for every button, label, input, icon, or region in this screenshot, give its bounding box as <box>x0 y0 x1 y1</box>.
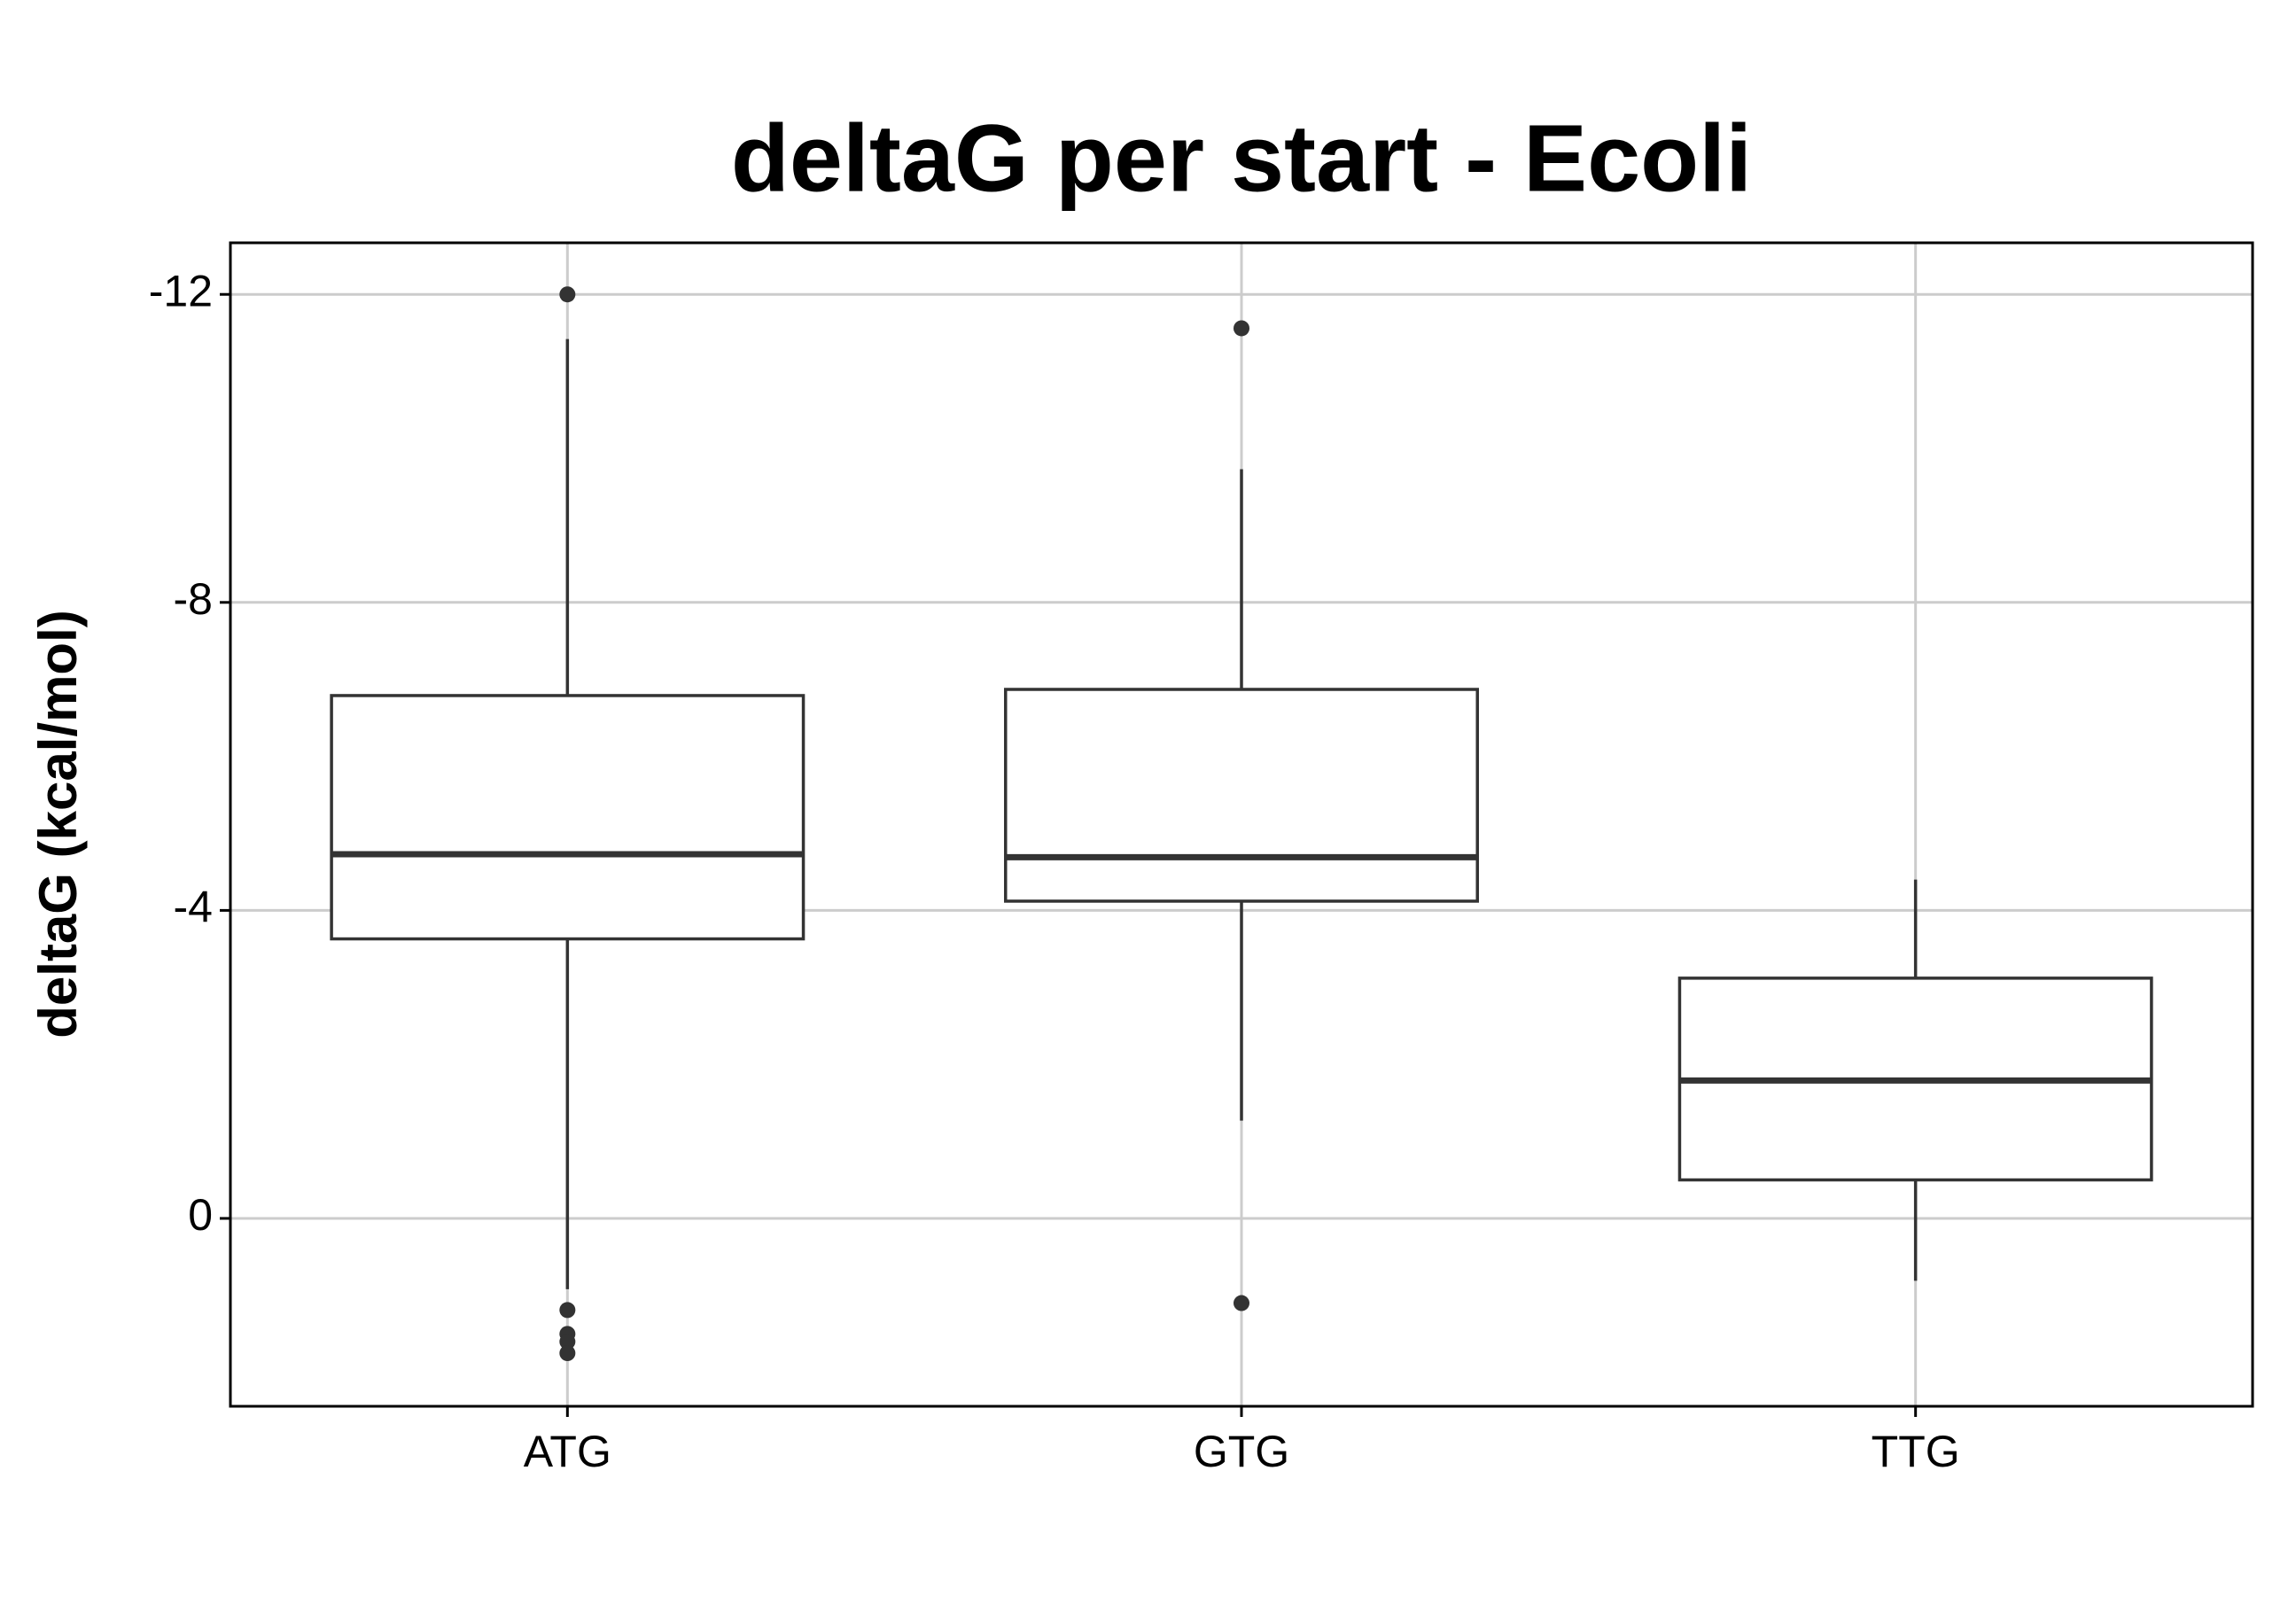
outlier <box>559 1302 576 1319</box>
chart-title: deltaG per start - Ecoli <box>731 105 1752 212</box>
outlier <box>559 1334 576 1350</box>
y-axis-label: deltaG (kcal/mol) <box>28 610 88 1038</box>
y-tick-label: -4 <box>174 883 213 932</box>
x-tick-label: GTG <box>1194 1427 1289 1476</box>
outlier <box>1234 1295 1249 1311</box>
x-tick-label: ATG <box>524 1427 611 1476</box>
x-tick-label: TTG <box>1872 1427 1960 1476</box>
y-tick-label: -8 <box>174 574 213 624</box>
box <box>1004 688 1479 903</box>
plot-border <box>229 241 2254 1408</box>
box <box>330 694 806 941</box>
y-tick-label: 0 <box>188 1190 213 1240</box>
outlier <box>559 286 576 303</box>
y-tick-label: -12 <box>149 266 213 315</box>
outlier <box>1234 320 1249 337</box>
outlier <box>559 1345 576 1362</box>
